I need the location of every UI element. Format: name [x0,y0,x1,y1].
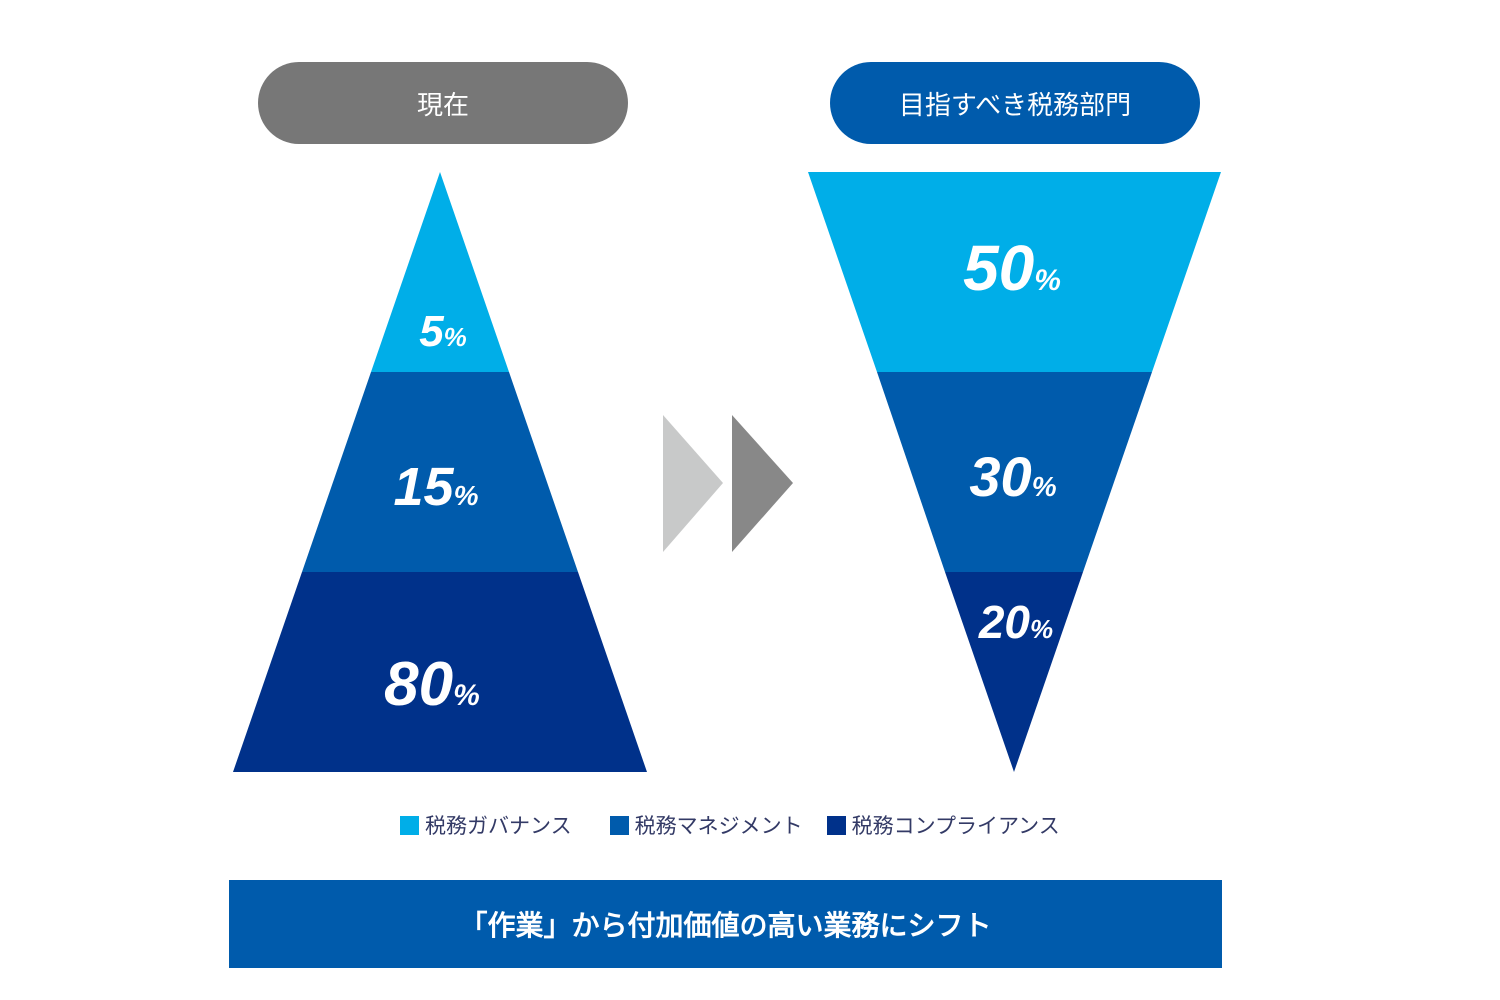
legend-item-management: 税務マネジメント [609,810,803,840]
current-header-pill: 現在 [258,62,628,144]
legend-swatch [400,815,419,835]
summary-banner: 「作業」から付加価値の高い業務にシフト [229,880,1222,968]
current-compliance-pct: 80% [384,650,480,719]
legend-label: 税務マネジメント [634,814,803,838]
target-compliance-band [945,572,1083,772]
target-header-pill: 目指すべき税務部門 [830,62,1200,144]
target-governance-band [808,172,1221,372]
legend: 税務ガバナンス 税務マネジメント 税務コンプライアンス [400,810,1060,840]
current-management-band [302,372,578,572]
target-header-label: 目指すべき税務部門 [898,90,1132,121]
target-governance-pct: 50% [963,232,1061,304]
legend-label: 税務コンプライアンス [851,814,1060,838]
legend-item-governance: 税務ガバナンス [400,810,572,840]
legend-swatch [826,815,846,835]
target-compliance-pct: 20% [978,596,1053,648]
current-header-label: 現在 [416,90,469,121]
legend-label: 税務ガバナンス [425,814,572,838]
target-management-pct: 30% [969,445,1056,508]
current-governance-band [371,172,509,372]
arrow-dark-icon [732,415,793,552]
current-compliance-band [233,572,647,772]
target-management-band [877,372,1152,572]
banner-text: 「作業」から付加価値の高い業務にシフト [459,909,992,942]
legend-item-compliance: 税務コンプライアンス [826,810,1060,840]
arrow-light-icon [663,415,723,552]
current-governance-pct: 5% [419,307,467,356]
current-management-pct: 15% [394,457,479,517]
legend-swatch [609,815,629,835]
